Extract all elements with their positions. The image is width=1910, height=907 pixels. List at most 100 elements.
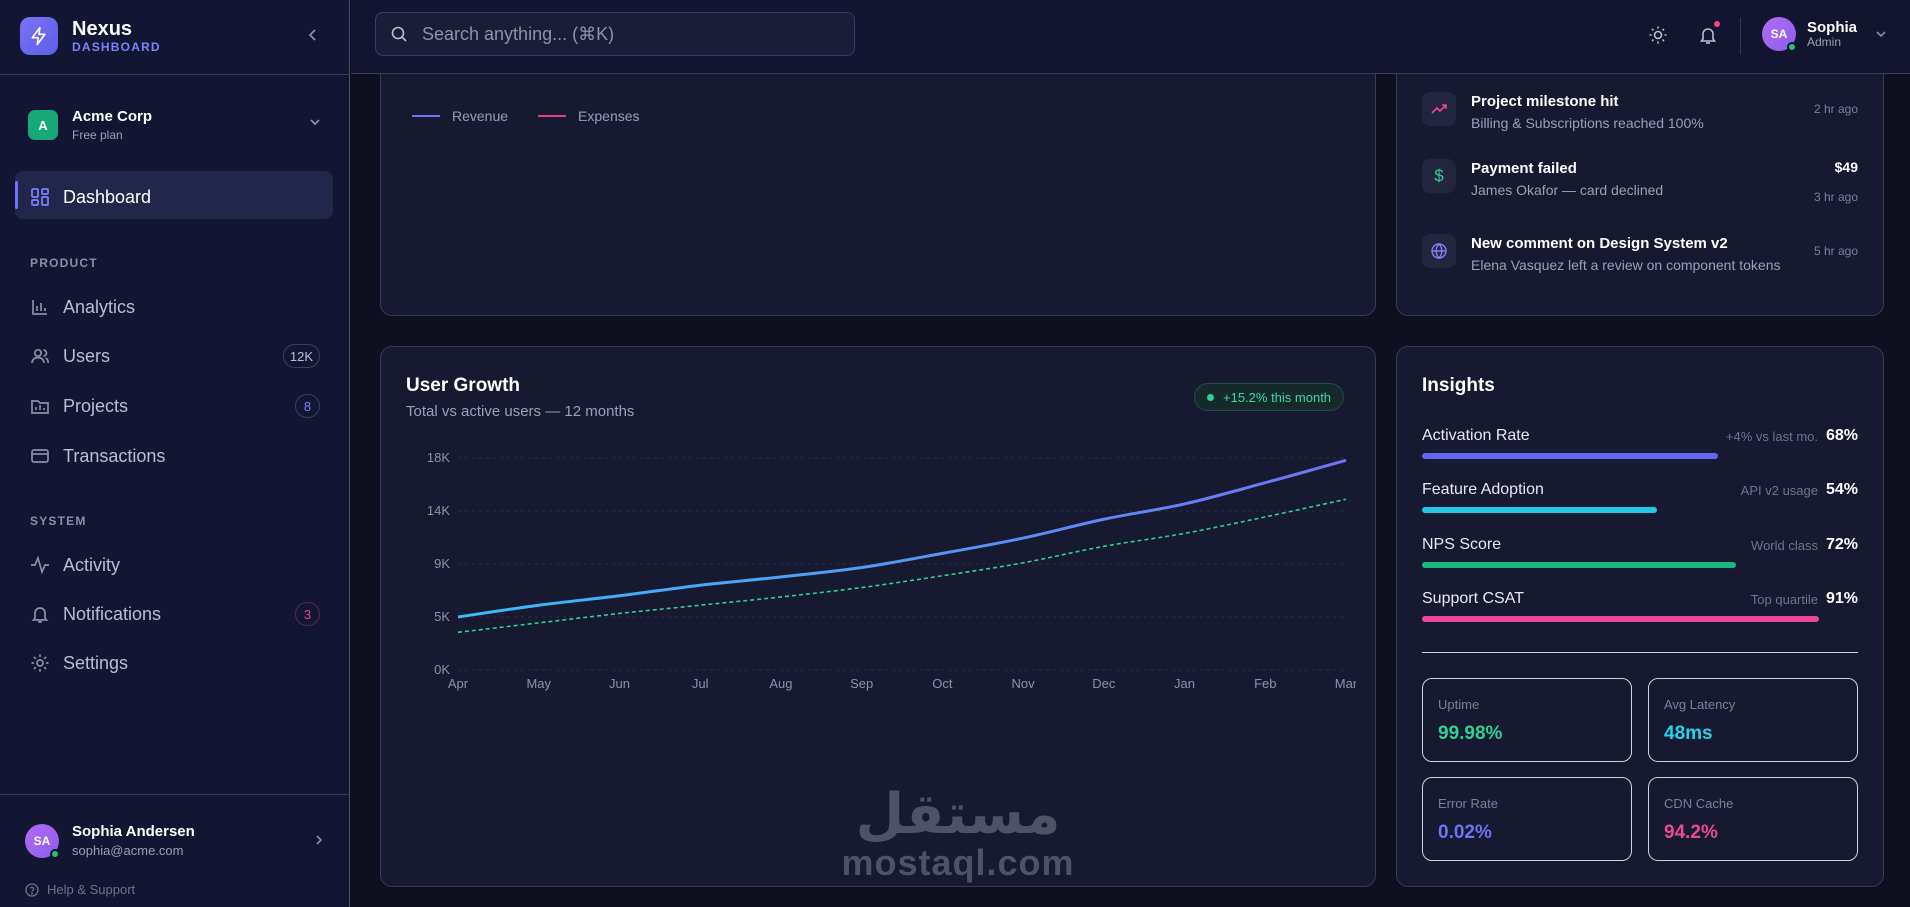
brand[interactable]: Nexus DASHBOARD (20, 17, 161, 55)
activity-title: Project milestone hit (1471, 93, 1619, 110)
activity-amount: $49 (1834, 159, 1858, 175)
insight-row-csat: Support CSAT Top quartile 91% (1422, 590, 1858, 626)
legend-item-expenses[interactable]: Expenses (538, 108, 640, 124)
globe-icon (1422, 234, 1456, 268)
kpi-uptime: Uptime 99.98% (1422, 678, 1632, 762)
bell-icon (30, 604, 50, 624)
sidebar-item-label: Transactions (63, 445, 166, 466)
sidebar-item-settings[interactable]: Settings (30, 648, 320, 678)
x-tick-label: Aug (769, 676, 792, 691)
chevron-down-icon (310, 119, 320, 126)
sidebar-item-label: Notifications (63, 603, 162, 624)
y-tick-label: 14K (427, 503, 450, 518)
notifications-bell[interactable] (1697, 21, 1720, 46)
divider (1740, 18, 1741, 54)
user-name: Sophia (1807, 19, 1858, 36)
divider (0, 794, 350, 795)
insight-bar (1422, 616, 1819, 622)
x-tick-label: Apr (448, 676, 469, 691)
x-tick-label: Feb (1254, 676, 1276, 691)
dollar-icon: $ (1422, 159, 1456, 193)
activity-description: Billing & Subscriptions reached 100% (1471, 115, 1704, 131)
sidebar-item-dashboard[interactable]: Dashboard (30, 182, 320, 212)
insight-note: World class (1751, 538, 1818, 553)
section-label-product: PRODUCT (30, 256, 98, 270)
insight-value: 68% (1825, 427, 1858, 444)
org-switcher[interactable]: A Acme Corp Free plan (28, 106, 322, 144)
sidebar-item-activity[interactable]: Activity (30, 550, 320, 580)
chevron-right-icon (316, 835, 323, 845)
notifications-count-badge: 3 (295, 602, 320, 626)
y-tick-label: 0K (434, 662, 450, 677)
kpi-avg-latency: Avg Latency 48ms (1648, 678, 1858, 762)
sidebar-item-users[interactable]: Users 12K (30, 341, 320, 371)
activity-time: 3 hr ago (1813, 190, 1858, 204)
sidebar-item-transactions[interactable]: Transactions (30, 441, 320, 471)
card-subtitle: Total vs active users — 12 months (406, 403, 635, 420)
activity-title: Payment failed (1471, 160, 1577, 177)
org-avatar: A (28, 110, 58, 140)
x-tick-label: Jul (692, 676, 709, 691)
insight-value: 72% (1825, 536, 1858, 553)
x-tick-label: May (526, 676, 551, 691)
activity-time: 2 hr ago (1813, 102, 1858, 116)
collapse-sidebar-button[interactable] (302, 24, 324, 46)
user-name: Sophia Andersen (72, 823, 195, 840)
chevron-left-icon (308, 29, 316, 41)
series-line-active-users (457, 498, 1347, 634)
sidebar-item-notifications[interactable]: Notifications 3 (30, 599, 320, 629)
activity-card (1396, 44, 1884, 316)
insight-row-activation: Activation Rate +4% vs last mo. 68% (1422, 427, 1858, 463)
activity-item[interactable]: $ Payment failed James Okafor — card dec… (1422, 159, 1858, 204)
insight-row-feature-adoption: Feature Adoption API v2 usage 54% (1422, 481, 1858, 517)
y-tick-label: 9K (434, 556, 450, 571)
notification-dot (1714, 21, 1720, 27)
growth-badge: +15.2% this month (1194, 383, 1345, 411)
user-menu-trigger[interactable]: SA Sophia Admin (1762, 17, 1887, 52)
insight-note: +4% vs last mo. (1725, 429, 1818, 444)
section-label-system: SYSTEM (30, 514, 87, 528)
activity-description: James Okafor — card declined (1471, 182, 1664, 198)
projects-count-badge: 8 (295, 394, 320, 418)
sidebar-item-label: Settings (63, 652, 129, 673)
search-input-box[interactable]: Search anything... (⌘K) (375, 12, 855, 56)
user-role: Admin (1807, 35, 1842, 49)
insight-row-nps: NPS Score World class 72% (1422, 536, 1858, 572)
revenue-chart-card (380, 44, 1376, 316)
gear-icon (30, 653, 50, 673)
activity-time: 5 hr ago (1813, 244, 1858, 258)
users-count-badge: 12K (282, 344, 320, 368)
user-email: sophia@acme.com (72, 843, 184, 858)
insight-note: API v2 usage (1740, 483, 1818, 498)
bell-icon (1699, 28, 1717, 44)
theme-toggle[interactable] (1647, 24, 1669, 46)
x-tick-label: Dec (1092, 676, 1116, 691)
nav-active-highlight (15, 171, 333, 219)
sidebar-item-analytics[interactable]: Analytics (30, 292, 320, 322)
insight-bar (1422, 507, 1658, 513)
chart-legend: Revenue Expenses (412, 108, 670, 124)
legend-item-revenue[interactable]: Revenue (412, 108, 508, 124)
kpi-cdn-cache: CDN Cache 94.2% (1648, 777, 1858, 861)
sidebar-item-label: Projects (63, 395, 129, 416)
activity-item[interactable]: New comment on Design System v2 Elena Va… (1422, 234, 1858, 276)
divider (0, 74, 350, 75)
bar-chart-icon (30, 297, 50, 317)
x-tick-label: Jan (1174, 676, 1195, 691)
kpi-error-rate: Error Rate 0.02% (1422, 777, 1632, 861)
search-icon (391, 26, 407, 42)
help-support-link[interactable]: Help & Support (25, 882, 135, 897)
avatar: SA (25, 823, 60, 859)
search-placeholder: Search anything... (⌘K) (422, 23, 615, 44)
insight-value: 91% (1825, 590, 1858, 607)
trending-up-icon (1422, 92, 1456, 126)
activity-item[interactable]: Project milestone hit Billing & Subscrip… (1422, 92, 1858, 134)
y-tick-label: 5K (434, 609, 450, 624)
sidebar-item-projects[interactable]: Projects 8 (30, 391, 320, 421)
y-tick-label: 18K (427, 450, 450, 465)
card-title: Insights (1422, 375, 1495, 396)
insight-label: Activation Rate (1422, 427, 1530, 444)
sidebar-user-profile[interactable]: SA Sophia Andersen sophia@acme.com (25, 823, 325, 859)
chevron-down-icon (1876, 31, 1886, 38)
